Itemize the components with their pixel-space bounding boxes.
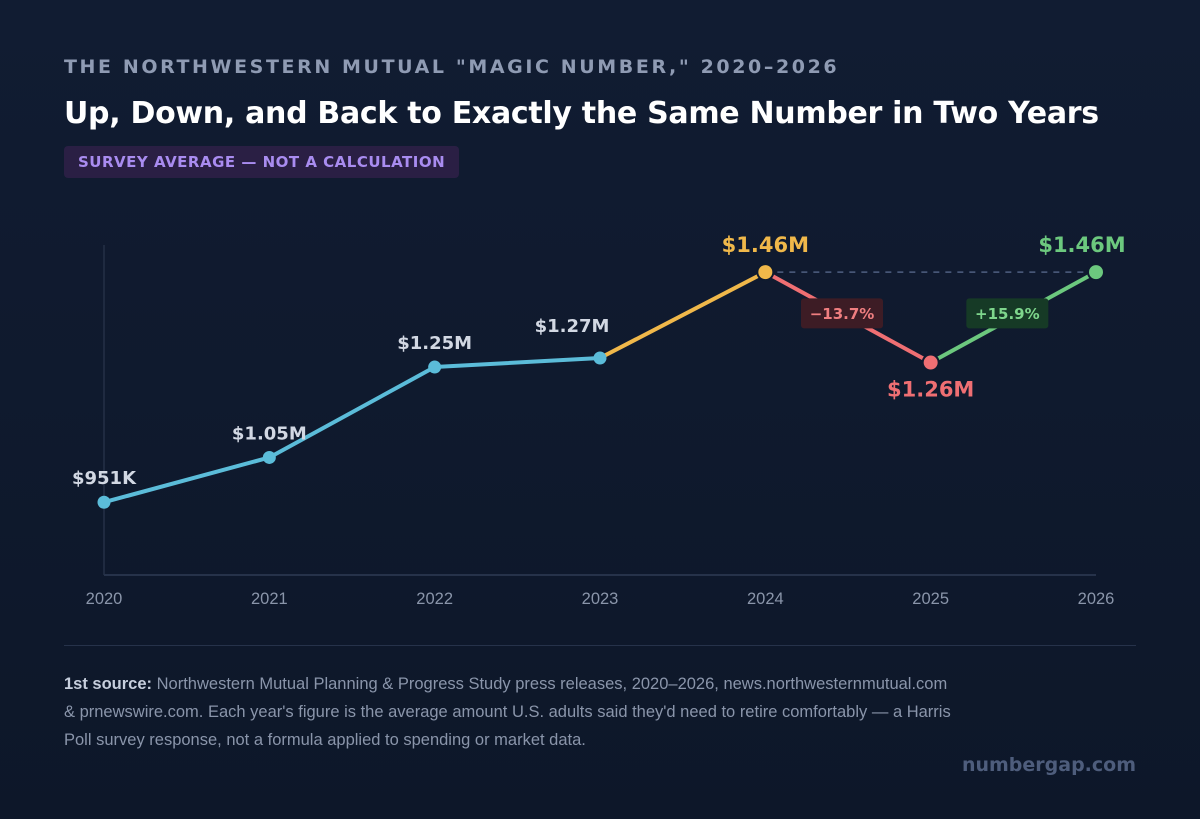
- data-label: $1.26M: [887, 378, 974, 402]
- brand-link[interactable]: numbergap.com: [961, 754, 1136, 776]
- data-point: [97, 495, 111, 509]
- data-point: [756, 263, 775, 282]
- change-annotation-label: −13.7%: [810, 305, 875, 323]
- data-label: $951K: [72, 468, 137, 489]
- data-point: [262, 450, 276, 464]
- x-tick-label: 2020: [86, 590, 123, 608]
- data-point: [1087, 263, 1105, 282]
- series-line-segment: [102, 356, 602, 505]
- x-tick-label: 2025: [912, 590, 949, 608]
- data-point: [428, 360, 442, 374]
- change-annotation-box: [966, 298, 1049, 329]
- data-label: $1.25M: [397, 333, 472, 354]
- x-tick-label: 2026: [1078, 590, 1115, 608]
- source-label: 1st source:: [64, 675, 153, 693]
- data-point: [593, 351, 607, 365]
- footer-divider: [64, 645, 1136, 646]
- data-label: $1.46M: [1038, 233, 1125, 257]
- data-label: $1.46M: [722, 233, 809, 257]
- change-annotation-box: [801, 298, 883, 329]
- x-tick-label: 2021: [251, 590, 288, 608]
- data-point: [921, 353, 940, 372]
- data-label: $1.27M: [535, 316, 610, 337]
- change-annotation-label: +15.9%: [975, 305, 1040, 323]
- chart-title: Up, Down, and Back to Exactly the Same N…: [64, 96, 1099, 131]
- source-text: Northwestern Mutual Planning & Progress …: [64, 675, 951, 749]
- survey-badge: SURVEY AVERAGE — NOT A CALCULATION: [64, 146, 460, 178]
- x-tick-label: 2024: [747, 590, 784, 608]
- x-tick-label: 2022: [416, 590, 453, 608]
- x-tick-label: 2023: [582, 590, 619, 608]
- line-chart: 2020 2021 2022 2023 2024 2025 2026 −13.7% +15.9%…: [72, 233, 1126, 608]
- series-line-segment: [598, 270, 768, 361]
- source-note: 1st source: Northwestern Mutual Planning…: [64, 670, 954, 754]
- data-label: $1.05M: [232, 423, 307, 444]
- chart-eyebrow: THE NORTHWESTERN MUTUAL "MAGIC NUMBER," …: [64, 56, 840, 78]
